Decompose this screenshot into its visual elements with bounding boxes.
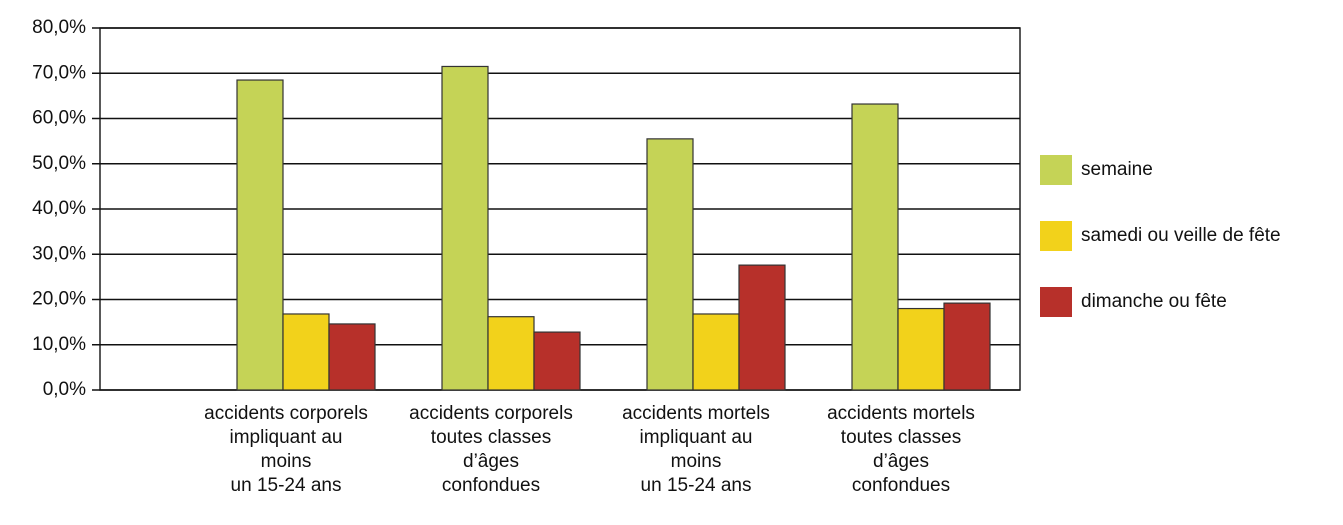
bar <box>487 316 535 391</box>
bar <box>236 79 284 391</box>
legend-label: semaine <box>1081 159 1153 180</box>
y-tick-label: 30,0% <box>32 243 86 264</box>
x-tick-label: accidents corporels toutes classes d’âge… <box>409 403 573 496</box>
bar <box>943 302 991 391</box>
bar <box>441 65 489 391</box>
y-tick-label: 80,0% <box>32 17 86 38</box>
legend-swatch <box>1040 155 1072 185</box>
y-tick-label: 70,0% <box>32 62 86 83</box>
legend-label: samedi ou veille de fête <box>1081 225 1281 246</box>
y-tick-label: 60,0% <box>32 108 86 129</box>
bar <box>692 313 740 391</box>
y-tick-label: 10,0% <box>32 334 86 355</box>
x-tick-label: accidents mortels toutes classes d’âges … <box>827 403 975 496</box>
x-tick-label: accidents mortels impliquant au moins un… <box>622 403 770 496</box>
bar <box>328 323 376 391</box>
bar <box>646 138 694 391</box>
y-tick-label: 0,0% <box>43 379 86 400</box>
bar <box>897 307 945 391</box>
legend-label: dimanche ou fête <box>1081 291 1227 312</box>
y-tick-label: 40,0% <box>32 198 86 219</box>
bar <box>738 264 786 391</box>
legend-swatch <box>1040 287 1072 317</box>
legend-swatch <box>1040 221 1072 251</box>
x-tick-label: accidents corporels impliquant au moins … <box>204 403 368 496</box>
y-tick-label: 50,0% <box>32 153 86 174</box>
y-tick-label: 20,0% <box>32 289 86 310</box>
bar <box>851 103 899 391</box>
bar <box>533 331 581 391</box>
bar <box>282 313 330 391</box>
